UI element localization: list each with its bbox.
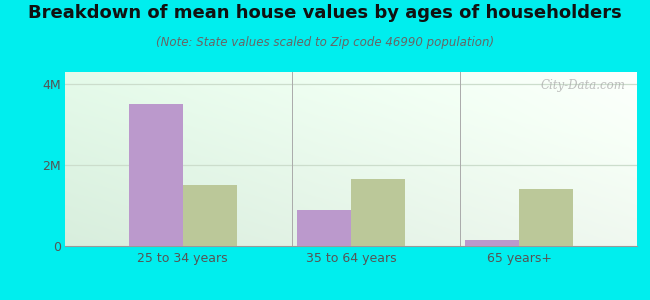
Bar bbox=[183, 185, 237, 246]
Text: (Note: State values scaled to Zip code 46990 population): (Note: State values scaled to Zip code 4… bbox=[156, 36, 494, 49]
Bar bbox=[297, 210, 351, 246]
Bar bbox=[129, 104, 183, 246]
Text: City-Data.com: City-Data.com bbox=[541, 79, 625, 92]
Text: Breakdown of mean house values by ages of householders: Breakdown of mean house values by ages o… bbox=[28, 4, 622, 22]
Bar bbox=[465, 240, 519, 246]
Bar bbox=[351, 179, 405, 246]
Bar bbox=[519, 189, 573, 246]
